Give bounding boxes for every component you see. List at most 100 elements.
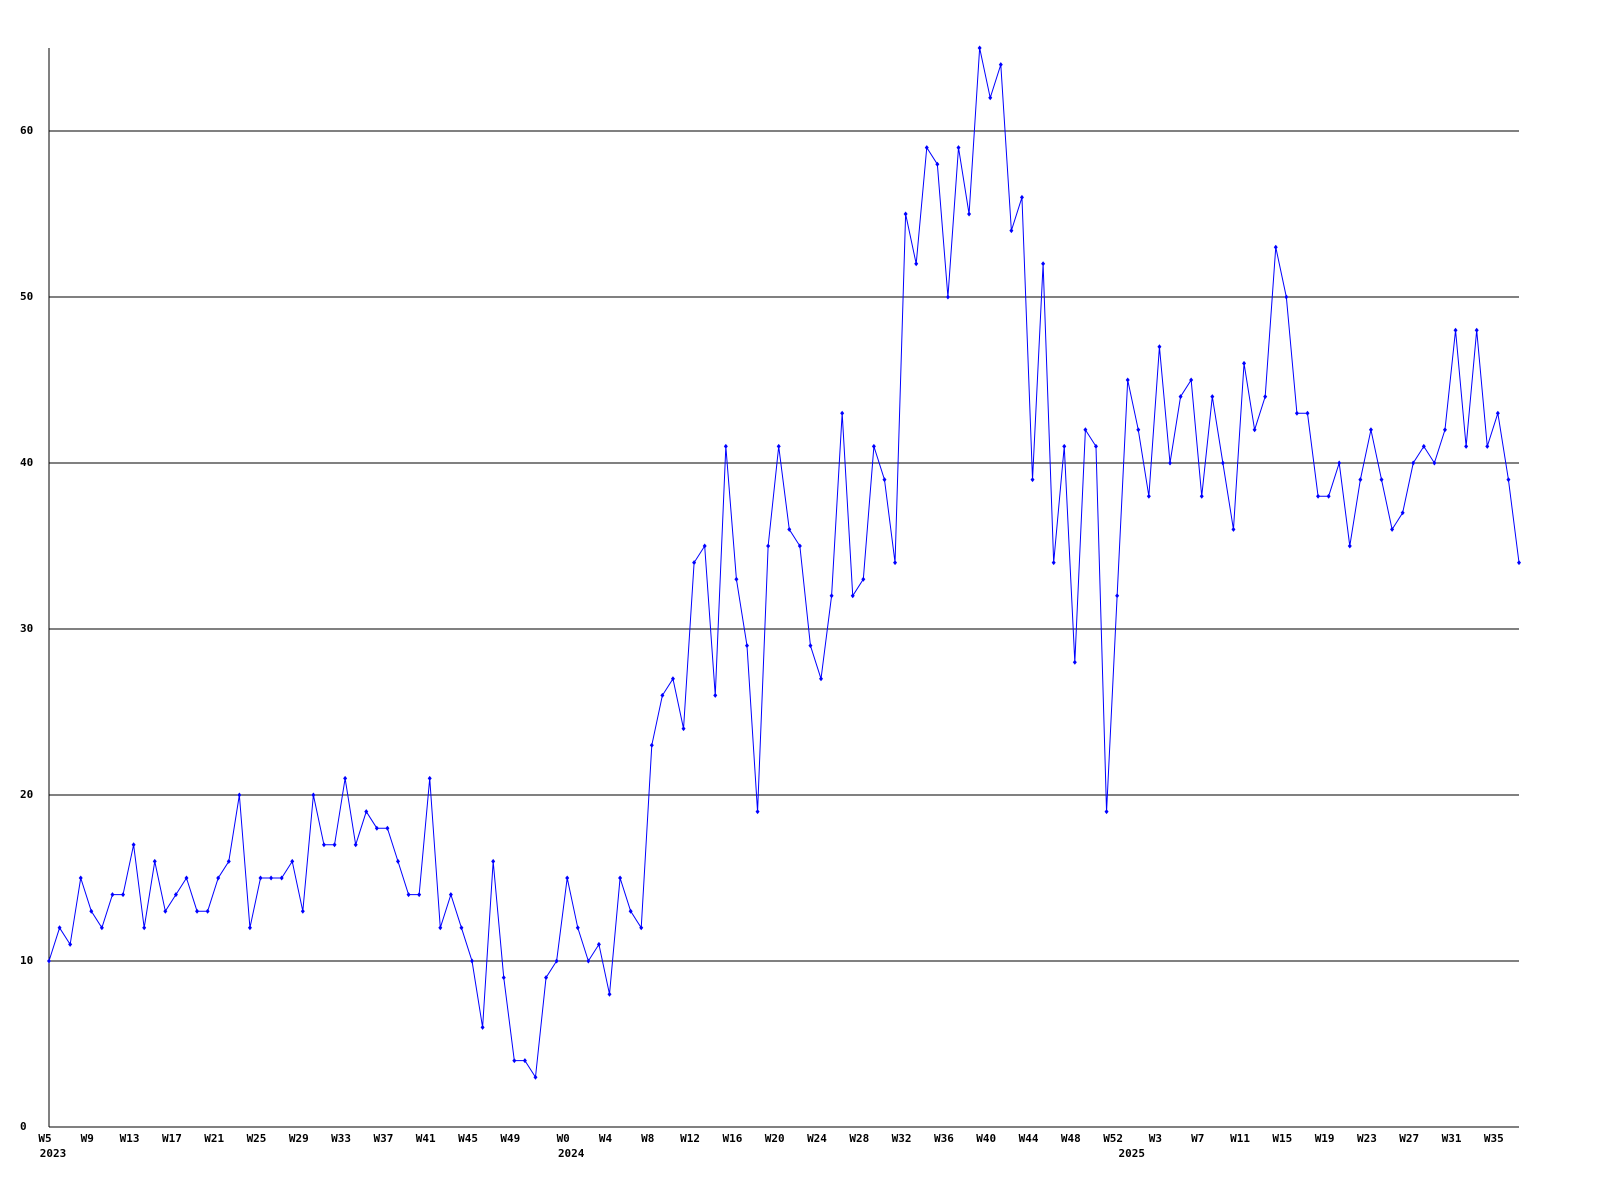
- x-tick-label: W17: [162, 1132, 182, 1145]
- data-point: [1379, 477, 1384, 483]
- data-point: [216, 875, 221, 881]
- x-tick-label: W23: [1357, 1132, 1377, 1145]
- x-tick-label: W8: [641, 1132, 654, 1145]
- data-point: [903, 211, 908, 217]
- data-point: [258, 875, 263, 881]
- data-line: [48, 47, 1520, 1079]
- data-point: [1432, 460, 1437, 466]
- data-point: [871, 443, 876, 449]
- data-point: [427, 775, 432, 781]
- x-tick-label: W21: [204, 1132, 224, 1145]
- data-point: [1273, 244, 1278, 250]
- data-point: [470, 958, 475, 964]
- data-point: [1421, 443, 1426, 449]
- y-tick-label: 60: [20, 124, 33, 137]
- data-point: [1030, 477, 1035, 483]
- data-point: [1199, 493, 1204, 499]
- x-tick-label: W25: [247, 1132, 267, 1145]
- x-tick-label: W15: [1272, 1132, 1292, 1145]
- data-point: [1316, 493, 1321, 499]
- data-point: [89, 908, 94, 914]
- data-point: [988, 95, 993, 101]
- data-point: [1453, 327, 1458, 333]
- data-point: [586, 958, 591, 964]
- x-tick-label: W35: [1484, 1132, 1504, 1145]
- y-tick-label: 10: [20, 954, 33, 967]
- data-point: [797, 543, 802, 549]
- data-point: [1178, 394, 1183, 400]
- data-point: [893, 560, 898, 566]
- x-tick-label: W27: [1399, 1132, 1419, 1145]
- data-point: [1358, 477, 1363, 483]
- data-point: [512, 1058, 517, 1064]
- data-point: [1474, 327, 1479, 333]
- data-point: [374, 825, 379, 831]
- data-point: [480, 1024, 485, 1030]
- data-point: [734, 576, 739, 582]
- x-tick-label: W5: [38, 1132, 51, 1145]
- x-tick-label: W45: [458, 1132, 478, 1145]
- data-point: [1411, 460, 1416, 466]
- data-point: [1464, 443, 1469, 449]
- data-point: [670, 676, 675, 682]
- data-point: [998, 62, 1003, 68]
- data-point: [1168, 460, 1173, 466]
- data-point: [1242, 360, 1247, 366]
- data-point: [321, 842, 326, 848]
- data-point: [184, 875, 189, 881]
- data-point: [924, 145, 929, 151]
- x-tick-label: W31: [1442, 1132, 1462, 1145]
- data-point: [417, 892, 422, 898]
- data-point: [1125, 377, 1130, 383]
- data-point: [575, 925, 580, 931]
- data-point: [755, 809, 760, 815]
- data-point: [1337, 460, 1342, 466]
- data-point: [1294, 410, 1299, 416]
- data-point: [1041, 261, 1046, 267]
- x-tick-label: W48: [1061, 1132, 1081, 1145]
- data-point: [1485, 443, 1490, 449]
- data-point: [607, 991, 612, 997]
- data-point: [544, 975, 549, 981]
- x-tick-label: W9: [81, 1132, 94, 1145]
- data-point: [1495, 410, 1500, 416]
- data-point: [808, 643, 813, 649]
- x-tick-label: W33: [331, 1132, 351, 1145]
- data-point: [247, 925, 252, 931]
- data-point: [269, 875, 274, 881]
- data-point: [332, 842, 337, 848]
- data-point: [99, 925, 104, 931]
- data-point: [110, 892, 115, 898]
- data-point: [744, 643, 749, 649]
- y-tick-label: 0: [20, 1120, 27, 1133]
- x-tick-label: W13: [120, 1132, 140, 1145]
- data-point: [1347, 543, 1352, 549]
- data-point: [628, 908, 633, 914]
- data-point: [649, 742, 654, 748]
- x-tick-label: W29: [289, 1132, 309, 1145]
- data-point: [1062, 443, 1067, 449]
- x-tick-label: W44: [1019, 1132, 1039, 1145]
- data-point: [1390, 526, 1395, 532]
- x-tick-label: W0: [557, 1132, 570, 1145]
- y-tick-label: 20: [20, 788, 33, 801]
- data-point: [914, 261, 919, 267]
- data-point: [501, 975, 506, 981]
- data-point: [692, 560, 697, 566]
- data-point: [173, 892, 178, 898]
- data-point: [1442, 427, 1447, 433]
- data-point: [1115, 593, 1120, 599]
- data-point: [152, 858, 157, 864]
- data-point: [1305, 410, 1310, 416]
- data-point: [554, 958, 559, 964]
- data-point: [1136, 427, 1141, 433]
- x-tick-label: W37: [373, 1132, 393, 1145]
- x-tick-label: W4: [599, 1132, 613, 1145]
- x-tick-label: W41: [416, 1132, 436, 1145]
- data-point: [1083, 427, 1088, 433]
- x-year-label: 2023: [40, 1147, 67, 1160]
- y-tick-label: 30: [20, 622, 33, 635]
- data-point: [882, 477, 887, 483]
- data-point: [121, 892, 126, 898]
